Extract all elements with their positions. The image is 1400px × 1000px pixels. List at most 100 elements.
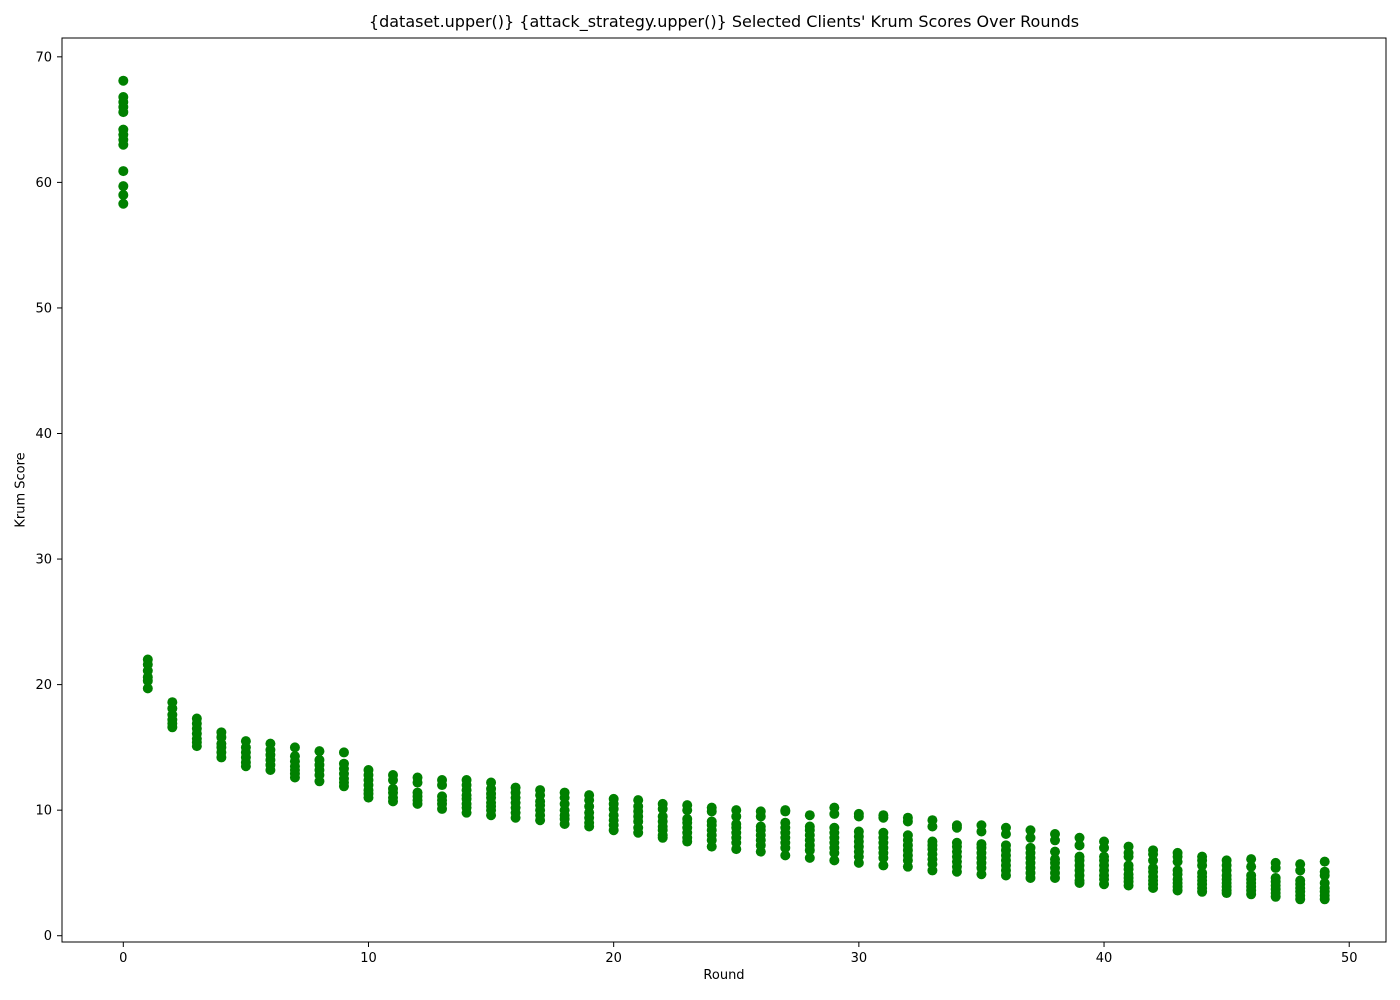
data-point (1050, 872, 1060, 883)
x-tick-label: 50 (1341, 951, 1358, 966)
data-point (780, 842, 791, 853)
data-point (437, 780, 448, 791)
data-point (1172, 885, 1183, 896)
y-tick-label: 30 (35, 553, 52, 568)
data-point (780, 806, 791, 817)
data-point (118, 189, 129, 200)
data-point (1099, 842, 1110, 853)
data-point (853, 811, 864, 822)
data-point (1270, 891, 1281, 902)
data-point (1074, 877, 1085, 888)
data-point (951, 866, 962, 877)
x-axis-ticks: 0 10 20 30 40 50 (119, 942, 1357, 966)
data-point (804, 852, 815, 863)
data-point (1000, 870, 1011, 881)
data-point (265, 764, 276, 775)
data-point (755, 846, 766, 857)
data-point (608, 825, 619, 836)
data-point (289, 742, 300, 753)
data-point (902, 861, 913, 872)
data-point (657, 832, 668, 843)
data-point (1246, 889, 1257, 900)
data-point (461, 807, 472, 818)
data-point (510, 812, 521, 823)
data-point (388, 775, 398, 786)
data-point (1123, 880, 1134, 891)
data-point (118, 139, 129, 150)
data-point (338, 747, 349, 758)
data-point (142, 683, 153, 694)
data-point (142, 675, 153, 686)
data-point (878, 860, 889, 871)
data-point (1099, 879, 1110, 890)
data-point (1295, 865, 1306, 876)
data-point (1197, 886, 1208, 897)
data-point (191, 741, 202, 752)
data-point (240, 761, 251, 772)
data-point (1270, 862, 1281, 873)
x-tick-label: 30 (851, 951, 868, 966)
y-tick-label: 60 (35, 176, 52, 191)
data-point (1074, 832, 1085, 843)
data-point (1319, 894, 1330, 905)
data-point (1295, 894, 1306, 905)
data-point (388, 796, 398, 807)
data-point (731, 811, 742, 822)
data-point (1000, 829, 1011, 840)
data-point (535, 815, 546, 826)
data-point (437, 803, 448, 814)
data-point (878, 812, 889, 823)
data-point (976, 826, 987, 837)
x-tick-label: 40 (1096, 951, 1113, 966)
data-point (412, 798, 423, 809)
data-points (118, 75, 1330, 905)
x-tick-label: 10 (360, 951, 377, 966)
data-point (976, 869, 987, 880)
data-point (927, 865, 938, 876)
data-point (755, 811, 766, 822)
y-axis-ticks: 0 10 20 30 40 50 60 70 (35, 50, 62, 944)
data-point (829, 847, 840, 858)
y-tick-label: 70 (35, 50, 52, 65)
data-point (682, 836, 693, 847)
data-point (338, 781, 349, 792)
data-point (167, 722, 178, 733)
data-point (829, 808, 840, 819)
data-point (486, 810, 497, 821)
data-point (657, 803, 668, 814)
data-point (1246, 854, 1257, 865)
data-point (118, 75, 129, 86)
y-tick-label: 0 (44, 929, 52, 944)
data-point (853, 857, 864, 868)
data-point (1025, 832, 1036, 843)
data-point (1221, 888, 1232, 899)
chart-title: {dataset.upper()} {attack_strategy.upper… (368, 12, 1080, 31)
y-axis-label: Krum Score (13, 452, 29, 528)
data-point (780, 850, 791, 861)
data-point (1319, 870, 1330, 881)
data-point (314, 746, 325, 757)
data-point (216, 752, 227, 763)
plot-area-frame (61, 37, 1387, 943)
data-point (804, 810, 815, 821)
y-tick-label: 20 (35, 678, 52, 693)
data-point (1074, 840, 1085, 851)
data-point (927, 821, 938, 832)
data-point (1197, 860, 1208, 871)
data-point (829, 855, 840, 866)
data-point (584, 821, 595, 832)
data-point (1319, 856, 1330, 867)
data-point (118, 198, 129, 209)
data-point (1246, 861, 1257, 872)
x-axis-label: Round (703, 968, 745, 983)
data-point (314, 776, 325, 787)
data-point (706, 806, 717, 817)
data-point (682, 805, 693, 816)
data-point (1050, 835, 1060, 846)
data-point (633, 827, 644, 838)
data-point (1123, 851, 1134, 862)
data-point (118, 166, 129, 177)
data-point (1050, 846, 1060, 857)
